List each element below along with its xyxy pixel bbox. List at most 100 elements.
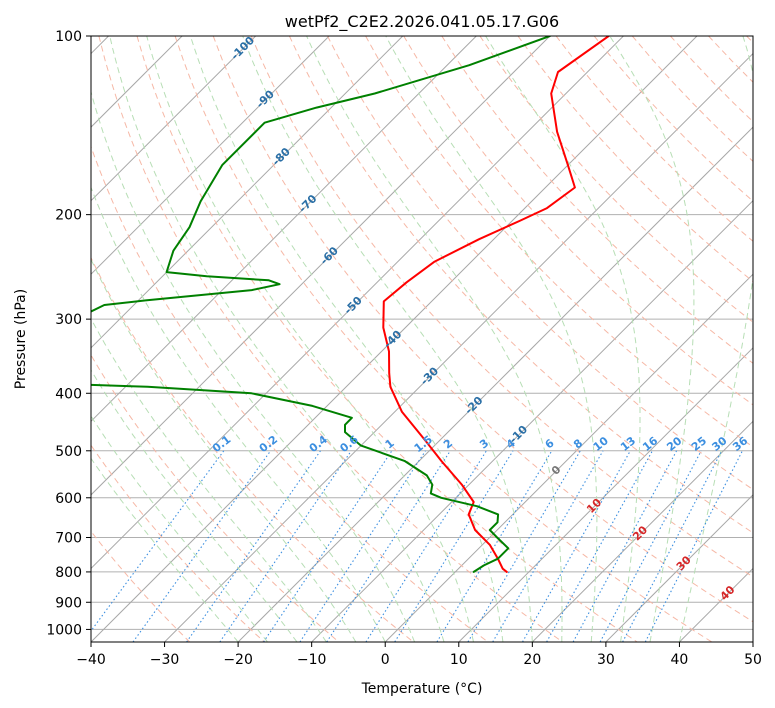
dry-adiabat [288,36,753,534]
x-axis-ticks: −40 −30 −20 −10 0 10 20 30 40 50 [76,642,762,668]
plot-frame [90,35,754,643]
isotherm-line [91,36,477,423]
dry-adiabat [479,36,753,323]
moist-adiabat [189,36,504,642]
moist-adiabat [242,36,533,642]
dry-adiabat [91,354,340,642]
y-tick-label: 900 [55,595,82,611]
mixing-ratio-line [467,450,581,642]
moist-adiabat [109,36,445,642]
isotherm-label: -100 [228,34,257,63]
mixing-ratio-line [186,450,321,642]
moist-adiabat [91,457,239,642]
isotherm-line [91,36,698,642]
dry-adiabat [746,36,753,44]
x-tick-label: 30 [597,652,615,668]
mixing-ratio-label: 2 [441,437,455,452]
dry-adiabat [403,36,753,406]
mixing-ratio-line [546,450,653,642]
mixing-ratio-line [436,450,553,642]
dry-adiabat [631,36,753,162]
dry-adiabats [91,36,753,642]
isotherm-line [91,36,330,275]
x-axis-title: Temperature (°C) [361,681,483,697]
dry-adiabat [250,36,753,578]
dry-adiabat [91,145,489,642]
x-tick-label: −30 [150,652,180,668]
mixing-ratio-label: 1.5 [412,433,435,455]
moist-adiabat [91,186,386,642]
moist-adiabat [385,36,598,642]
y-axis-ticks: 100 200 300 400 500 600 700 800 900 1000 [46,29,91,638]
dry-adiabat [136,36,638,642]
moist-adiabat [485,36,641,642]
mixing-ratio-label: 0.1 [210,433,233,455]
temperature-profile-line [382,36,610,573]
isotherm-line [91,36,404,349]
x-tick-label: 50 [744,652,762,668]
x-tick-label: 40 [671,652,689,668]
isotherm-line [531,420,753,642]
moist-adiabat [91,369,298,642]
mixing-ratio-line [219,450,352,642]
x-tick-label: −10 [297,652,327,668]
isotherm-line [91,36,257,202]
dewpoint-profile-line [91,36,551,573]
dry-adiabat [91,444,265,642]
mixing-ratio-line [644,450,743,642]
mixing-ratio-line [522,450,631,642]
mixing-ratio-line [492,450,604,642]
moist-adiabats [91,36,753,642]
isotherm-line [91,36,551,496]
chart-title: wetPf2_C2E2.2026.041.05.17.G06 [285,12,559,32]
y-tick-label: 1000 [46,622,82,638]
mixing-ratio-line [365,450,487,642]
pressure-gridlines [91,36,753,630]
isotherm-line [91,36,624,570]
dry-adiabat [91,256,414,642]
dry-adiabat [441,36,753,364]
dry-adiabat [670,36,753,123]
moist-adiabat [91,90,416,642]
y-tick-label: 200 [55,208,82,224]
dry-adiabat [327,36,753,491]
moist-adiabat [91,317,327,642]
isotherm-label: -50 [342,294,365,317]
y-axis-title: Pressure (hPa) [13,289,29,389]
moist-adiabat [91,258,357,642]
moist-adiabat [678,36,753,642]
isotherm-line [237,126,753,642]
plot-area: 0.1 0.2 0.4 0.6 1 1.5 2 3 4 6 8 10 13 16 20 25 30 36-100-… [91,34,753,642]
mixing-ratio-line [91,450,225,632]
mixing-ratio-line [326,450,451,642]
y-tick-label: 700 [55,531,82,547]
isotherm-line [679,567,753,642]
y-tick-label: 500 [55,444,82,460]
isotherm-line [311,199,753,642]
dry-adiabat [174,36,713,642]
y-tick-label: 600 [55,491,82,507]
moist-adiabat [609,36,695,642]
profile-series [91,36,610,573]
mixing-ratio-label: 0.6 [337,433,361,455]
x-tick-label: 0 [381,652,390,668]
moist-adiabat [306,36,563,642]
mixing-ratio-line [132,450,272,642]
mixing-ratio-line [599,450,702,642]
mixing-ratio-lines [91,450,743,642]
y-tick-label: 800 [55,565,82,581]
mixing-ratio-label: 0.4 [307,433,331,455]
isotherm-line [164,52,753,642]
x-tick-label: 10 [450,652,468,668]
isotherm-label: -70 [296,192,319,215]
dry-adiabat [593,36,753,202]
mixing-ratio-line [572,450,678,642]
isotherm-line [605,494,753,642]
y-tick-label: 300 [55,312,82,328]
y-tick-label: 400 [55,386,82,402]
x-tick-label: 20 [523,652,541,668]
moist-adiabat [91,415,268,642]
x-tick-label: −40 [76,652,106,668]
dry-adiabat [708,36,753,83]
